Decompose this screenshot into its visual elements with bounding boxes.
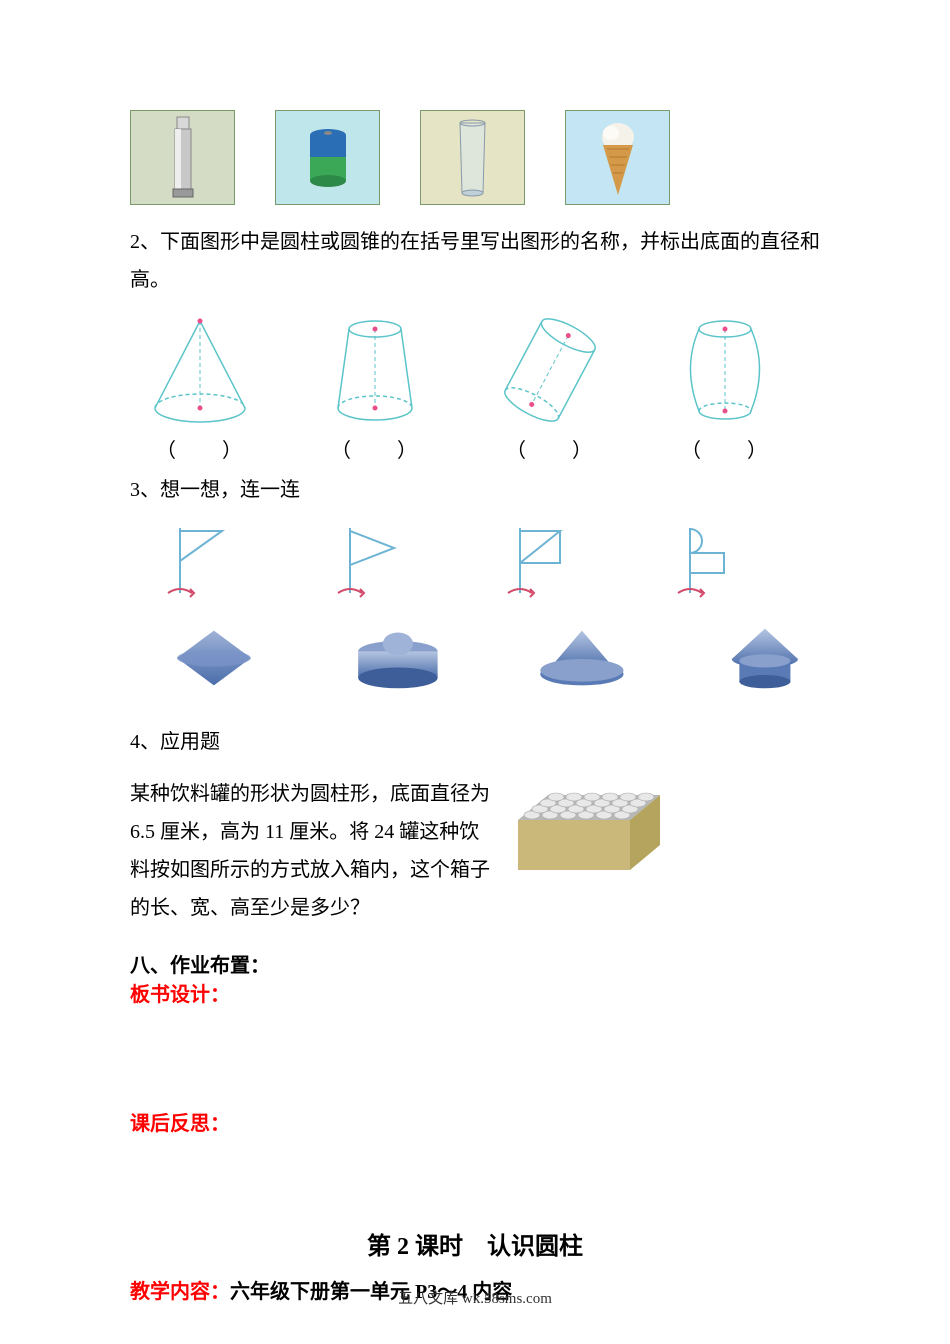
q2-text: 2、下面图形中是圆柱或圆锥的在括号里写出图形的名称，并标出底面的直径和高。 [130, 223, 820, 299]
photo-row [130, 110, 820, 205]
frustum-icon [310, 313, 440, 428]
paren-4: （ ） [681, 434, 769, 463]
q4-body: 某种饮料罐的形状为圆柱形，底面直径为 6.5 厘米，高为 11 厘米。将 24 … [130, 775, 490, 927]
q3-solids-row [130, 623, 820, 693]
cone-icon [135, 313, 265, 428]
barrel-icon [660, 313, 790, 428]
solid-cone-disc-icon [528, 623, 637, 693]
q3-flags-row [130, 523, 820, 603]
lesson2-title: 第 2 课时 认识圆柱 [130, 1226, 820, 1261]
battery-icon [303, 123, 353, 193]
flag-triangle-down-icon [160, 523, 255, 603]
q2-shapes-row: （ ） （ ） （ ） [130, 313, 820, 463]
solid-cylinder-dome-icon [344, 623, 453, 693]
section-8-title: 八、作业布置： [130, 949, 820, 978]
shape-frustum: （ ） [305, 313, 445, 463]
flashlight-icon [163, 115, 203, 200]
photo-icecream [565, 110, 670, 205]
flag-triangle-right-icon [330, 523, 425, 603]
flag-semicircle-icon [670, 523, 765, 603]
q4-wrap: 某种饮料罐的形状为圆柱形，底面直径为 6.5 厘米，高为 11 厘米。将 24 … [130, 775, 820, 927]
reflect-title: 课后反思： [130, 1107, 820, 1136]
photo-glass [420, 110, 525, 205]
flag-square-icon [500, 523, 595, 603]
shape-cone: （ ） [130, 313, 270, 463]
paren-2: （ ） [331, 434, 419, 463]
paren-3: （ ） [506, 434, 594, 463]
glass-icon [450, 117, 495, 199]
icecream-icon [593, 117, 643, 199]
paren-1: （ ） [156, 434, 244, 463]
tilted-cylinder-icon [485, 313, 615, 428]
shape-tilted-cylinder: （ ） [480, 313, 620, 463]
photo-flashlight [130, 110, 235, 205]
q3-grid [130, 523, 820, 693]
board-design-title: 板书设计： [130, 978, 820, 1007]
photo-battery [275, 110, 380, 205]
page-footer: 五八文库 wk.58sms.com [0, 1287, 950, 1308]
q3-label: 3、想一想，连一连 [130, 471, 820, 509]
solid-bicone-icon [160, 623, 269, 693]
solid-cone-cylinder-icon [711, 623, 820, 693]
cans-box-icon [510, 775, 670, 885]
q4-label: 4、应用题 [130, 723, 820, 761]
shape-barrel: （ ） [655, 313, 795, 463]
